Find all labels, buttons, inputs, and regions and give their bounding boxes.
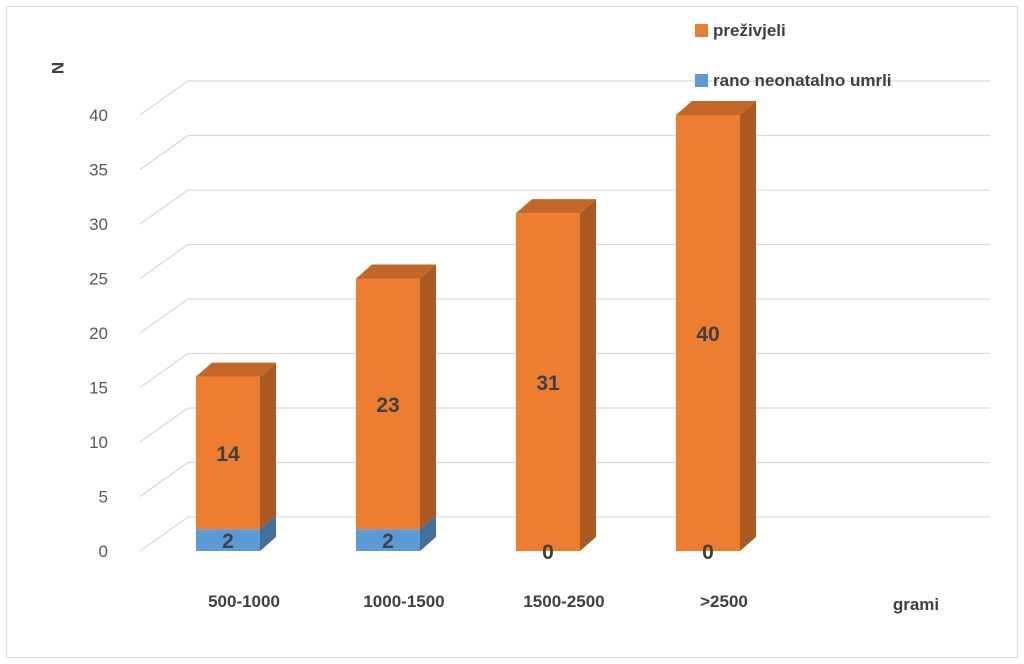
bar-side: [260, 362, 276, 530]
bar-side: [420, 264, 436, 530]
y-tick-label: 5: [99, 488, 108, 507]
bar-top: [196, 362, 276, 377]
legend-swatch: [695, 74, 708, 87]
bar-side: [740, 101, 756, 551]
chart-frame: [6, 6, 1018, 658]
bar-segment: [676, 115, 740, 551]
y-tick-label: 40: [89, 106, 108, 125]
bar-segment: [516, 213, 580, 551]
data-label: 14: [216, 443, 240, 466]
data-label: 2: [382, 530, 394, 553]
x-tick-label: 1500-2500: [523, 592, 604, 611]
legend: preživjeli rano neonatalno umrli: [695, 21, 892, 90]
data-label: 2: [222, 530, 234, 553]
bar-top: [516, 199, 596, 214]
x-axis-title: grami: [893, 595, 939, 614]
y-tick-label: 20: [89, 324, 108, 343]
y-tick-label: 0: [99, 542, 108, 561]
data-label: 40: [696, 323, 719, 346]
y-tick-label: 35: [89, 161, 108, 180]
gridline: [139, 80, 990, 116]
x-tick-label: >2500: [700, 592, 748, 611]
bar-segment: [196, 376, 260, 530]
bar-top: [676, 101, 756, 115]
bar-segment: [356, 278, 420, 530]
x-axis-ticks: 500-1000 1000-1500 1500-2500 >2500: [208, 592, 748, 611]
legend-label: preživjeli: [713, 21, 786, 40]
bar-side: [260, 515, 276, 551]
data-label: 0: [702, 541, 714, 564]
gridline: [139, 134, 990, 171]
data-label: 23: [376, 394, 399, 417]
bar-segment: [196, 529, 260, 551]
bar-side: [420, 515, 436, 551]
bar-top: [356, 264, 436, 279]
bar-side: [580, 199, 596, 551]
y-tick-label: 15: [89, 379, 108, 398]
x-tick-label: 500-1000: [208, 592, 280, 611]
data-label: 31: [536, 372, 560, 395]
y-tick-label: 10: [89, 433, 108, 452]
bar-segment: [356, 529, 420, 551]
y-tick-label: 30: [89, 215, 108, 234]
y-tick-label: 25: [89, 270, 108, 289]
y-axis-ticks: 0 5 10 15 20 25 30 35 40: [89, 106, 108, 561]
bars: 2 14 2 23 0 31 0 40: [196, 101, 756, 564]
y-axis-title: N: [48, 62, 67, 74]
legend-swatch: [695, 24, 708, 37]
data-label: 0: [542, 541, 554, 564]
x-tick-label: 1000-1500: [363, 592, 444, 611]
legend-label: rano neonatalno umrli: [713, 71, 892, 90]
